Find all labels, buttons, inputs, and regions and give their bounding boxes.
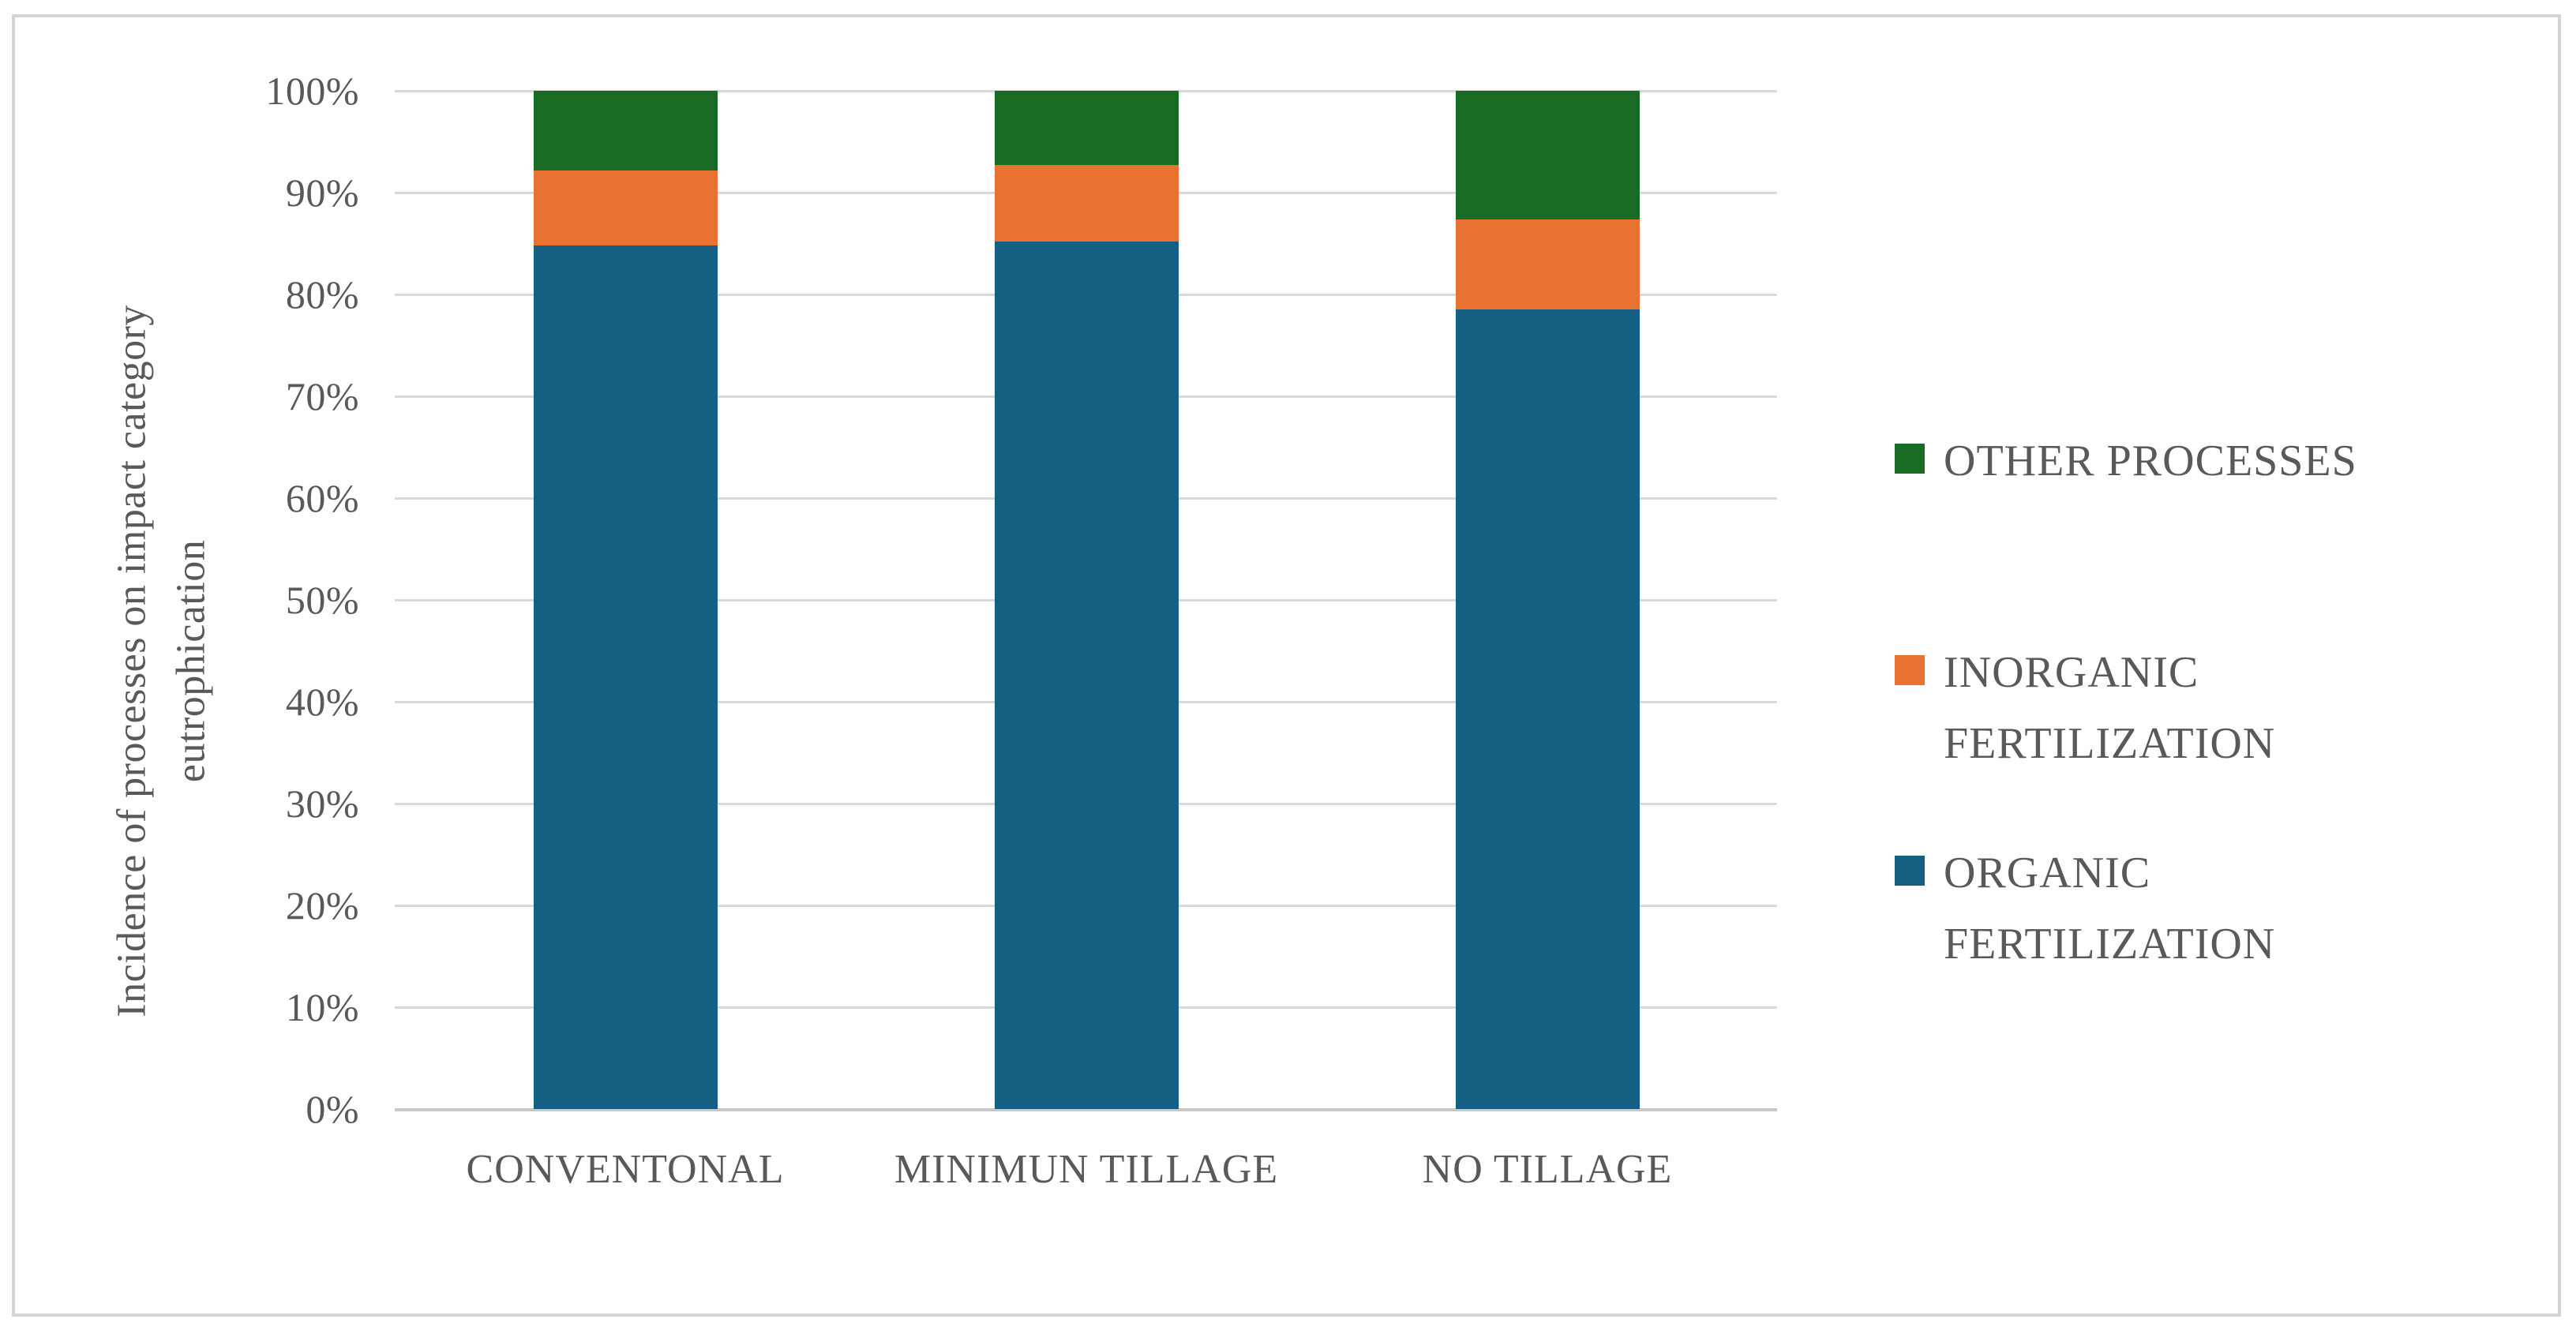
x-category-label-minimun-tillage: MINIMUN TILLAGE: [894, 1147, 1279, 1192]
y-tick-label-100%: 100%: [265, 69, 359, 113]
y-tick-label-0%: 0%: [306, 1087, 359, 1131]
y-tick-label-20%: 20%: [285, 883, 359, 927]
bar-segment-inorganic-fertilization-conventonal: [533, 170, 718, 246]
legend-label: ORGANIC FERTILIZATION: [1944, 838, 2275, 980]
y-axis-title-line-1: Incidence of processes on impact categor…: [109, 305, 155, 1017]
bar-segment-other-processes-minimun-tillage: [994, 91, 1179, 166]
y-tick-label-90%: 90%: [285, 170, 359, 215]
bar-segment-other-processes-no-tillage: [1455, 91, 1640, 219]
legend-swatch-icon: [1895, 655, 1925, 685]
x-category-label-no-tillage: NO TILLAGE: [1422, 1147, 1673, 1192]
chart-frame: [12, 14, 2561, 1317]
legend-item-inorganic-fertilization: INORGANIC FERTILIZATION: [1895, 638, 2275, 779]
y-tick-label-70%: 70%: [285, 374, 359, 418]
legend-label: OTHER PROCESSES: [1944, 426, 2357, 497]
y-axis-title: Incidence of processes on impact categor…: [103, 96, 222, 1225]
bar-segment-organic-fertilization-no-tillage: [1455, 309, 1640, 1109]
y-tick-label-10%: 10%: [285, 985, 359, 1029]
legend-item-other-processes: OTHER PROCESSES: [1895, 426, 2357, 497]
legend-label-line: OTHER PROCESSES: [1944, 437, 2357, 485]
bar-segment-organic-fertilization-minimun-tillage: [994, 241, 1179, 1109]
legend-swatch-icon: [1895, 856, 1925, 886]
legend-label-line: ORGANIC: [1944, 849, 2151, 897]
legend-swatch-icon: [1895, 444, 1925, 474]
legend-label: INORGANIC FERTILIZATION: [1944, 638, 2275, 779]
y-tick-label-50%: 50%: [285, 578, 359, 622]
y-tick-label-60%: 60%: [285, 476, 359, 520]
y-tick-label-40%: 40%: [285, 680, 359, 724]
legend-label-line: FERTILIZATION: [1944, 919, 2276, 969]
bar-segment-inorganic-fertilization-no-tillage: [1455, 219, 1640, 310]
y-axis-title-line-2: eutrophication: [169, 539, 214, 783]
legend-label-line: FERTILIZATION: [1944, 718, 2276, 768]
legend-item-organic-fertilization: ORGANIC FERTILIZATION: [1895, 838, 2275, 980]
plot-area: [395, 90, 1777, 1111]
legend-label-line: INORGANIC: [1944, 648, 2199, 697]
bar-segment-other-processes-conventonal: [533, 91, 718, 170]
x-axis-baseline: [395, 1108, 1777, 1111]
bar-segment-organic-fertilization-conventonal: [533, 245, 718, 1109]
bar-segment-inorganic-fertilization-minimun-tillage: [994, 165, 1179, 242]
y-tick-label-30%: 30%: [285, 781, 359, 826]
x-category-label-conventonal: CONVENTONAL: [466, 1147, 785, 1192]
y-tick-label-80%: 80%: [285, 272, 359, 317]
